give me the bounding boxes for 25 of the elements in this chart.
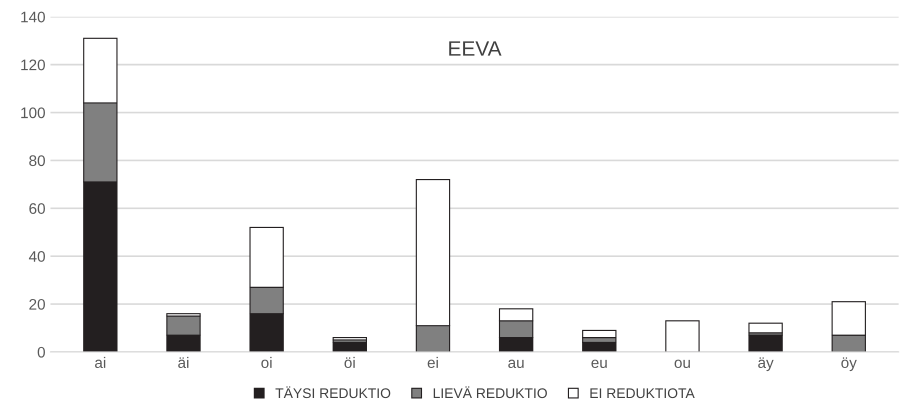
y-tick-label: 100 bbox=[21, 107, 45, 118]
y-tick-label: 80 bbox=[29, 155, 45, 166]
y-tick-label: 20 bbox=[29, 298, 45, 310]
bar bbox=[748, 334, 783, 352]
x-tick-label: oi bbox=[261, 356, 272, 368]
x-tick-label: äy bbox=[758, 357, 774, 372]
x-tick-label: ei bbox=[428, 356, 438, 368]
y-tick-label: 60 bbox=[29, 203, 45, 214]
y-tick-label: 140 bbox=[21, 12, 45, 22]
x-tick-label: ou bbox=[674, 360, 690, 368]
x-tick-label: ai bbox=[95, 356, 106, 368]
bar bbox=[665, 320, 700, 352]
x-tick-label: öy bbox=[841, 357, 857, 372]
x-tick-label: eu bbox=[591, 360, 607, 368]
legend-label: TÄYSI REDUKTIO bbox=[276, 386, 390, 398]
y-tick-label: 0 bbox=[38, 346, 45, 358]
y-tick-label: 120 bbox=[21, 60, 45, 70]
text: EEVA bbox=[449, 41, 502, 56]
legend-label: LIEVÄ REDUKTIO bbox=[434, 386, 547, 398]
x-tick-label: au bbox=[508, 360, 524, 368]
x-tick-label: öi bbox=[344, 356, 355, 368]
x-tick-label: äi bbox=[178, 356, 188, 368]
legend-label: EI REDUKTIOTA bbox=[590, 388, 695, 398]
y-tick-label: 40 bbox=[28, 251, 45, 262]
bar bbox=[748, 322, 783, 334]
